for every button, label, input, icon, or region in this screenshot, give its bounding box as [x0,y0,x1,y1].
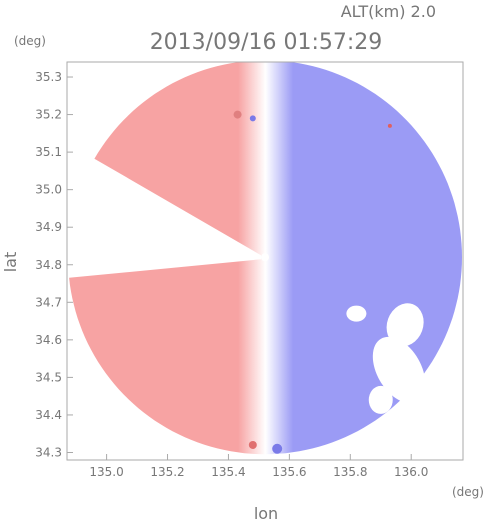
y-tick-label: 35.0 [35,183,62,197]
x-tick-label: 135.2 [150,465,184,479]
y-tick-label: 35.1 [35,145,62,159]
echo-spot [387,123,392,128]
y-tick-label: 35.3 [35,70,62,84]
x-tick-label: 135.4 [211,465,245,479]
x-tick-label: 135.6 [272,465,306,479]
echo-spot [249,115,256,122]
blob-layer [233,110,426,454]
altitude-label: ALT(km) 2.0 [341,2,436,21]
y-tick-label: 34.5 [35,370,62,384]
y-tick-label: 34.3 [35,445,62,459]
y-unit-label: (deg) [14,34,46,48]
y-axis-label: lat [1,252,20,273]
x-unit-label: (deg) [452,485,484,499]
echo-spot [233,110,242,119]
echo-gap [386,303,424,347]
y-tick-label: 34.8 [35,258,62,272]
y-tick-label: 35.2 [35,108,62,122]
y-tick-label: 34.6 [35,333,62,347]
echo-spot [248,440,257,449]
echo-gap [346,305,367,322]
y-tick-label: 34.9 [35,220,62,234]
radar-center-marker [261,253,269,262]
echo-spot [272,443,283,454]
y-axis-ticks: 34.3 34.4 34.5 34.6 34.7 34.8 34.9 35.0 35.1 35.2… [35,70,73,459]
y-tick-label: 34.4 [35,408,62,422]
y-tick-label: 34.7 [35,295,62,309]
x-tick-label: 135.8 [333,465,367,479]
x-axis-ticks: 135.0 135.2 135.4 135.6 135.8 136.0 [89,454,428,479]
plot-frame [66,61,464,461]
x-axis-label: lon [254,504,278,521]
x-tick-label: 136.0 [394,465,428,479]
echo-gap [368,385,393,414]
chart-title: 2013/09/16 01:57:29 [150,30,383,55]
x-tick-label: 135.0 [89,465,123,479]
radar-field [69,62,462,455]
echo-gap [372,336,426,403]
